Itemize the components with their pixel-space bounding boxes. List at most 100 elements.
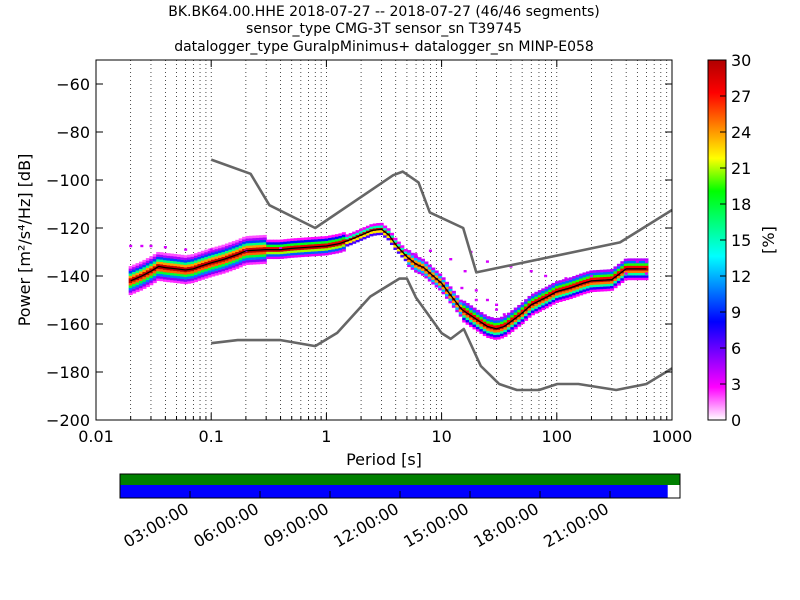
psd-density-cell [245, 245, 250, 249]
psd-density-cell [465, 310, 470, 313]
psd-density-cell [510, 322, 515, 325]
psd-density-cell [169, 260, 174, 264]
psd-density-cell [334, 238, 340, 242]
psd-density-cell [458, 311, 463, 315]
psd-density-cell [603, 288, 608, 292]
psd-density-cell [197, 259, 202, 262]
psd-density-cell [568, 277, 573, 280]
psd-density-cell [599, 281, 604, 285]
psd-density-cell [242, 246, 247, 250]
psd-density-cell [183, 279, 188, 282]
psd-density-cell [290, 238, 295, 242]
psd-density-cell [606, 283, 611, 287]
figure-title: BK.BK64.00.HHE 2018-07-27 -- 2018-07-27 … [168, 4, 600, 55]
colorbar-tick-label: 15 [731, 231, 751, 250]
psd-density-cell [438, 283, 443, 286]
psd-density-cell [627, 277, 632, 281]
colorbar-ticks: 0 3 6 9 12 15 18 21 24 27 30 [720, 51, 751, 430]
psd-density-cell [255, 237, 260, 241]
psd-density-cell [582, 279, 587, 283]
psd-density-cell [585, 271, 591, 275]
psd-density-cell [634, 275, 639, 278]
psd-density-cell [307, 253, 312, 257]
psd-outlier-cell [485, 298, 489, 302]
psd-density-cell [579, 278, 584, 281]
psd-density-cell [379, 232, 384, 236]
psd-density-cell [252, 245, 257, 248]
psd-density-cell [369, 224, 374, 227]
psd-density-cell [132, 269, 137, 272]
psd-density-cell [321, 248, 326, 251]
psd-density-cell [579, 290, 584, 293]
psd-density-cell [383, 232, 388, 236]
psd-density-cell [238, 243, 243, 246]
psd-density-cell [383, 225, 388, 229]
psd-density-cell [489, 324, 494, 327]
psd-density-cell [218, 255, 223, 258]
x-tick-label: 10 [431, 427, 451, 446]
psd-density-cell [176, 273, 181, 277]
psd-density-cell [193, 262, 199, 266]
psd-density-cell [149, 282, 154, 286]
psd-density-cell [238, 259, 243, 263]
psd-density-cell [224, 269, 229, 273]
psd-density-cell [589, 277, 594, 281]
psd-density-cell [207, 272, 212, 276]
psd-density-cell [558, 292, 563, 295]
psd-density-cell [616, 270, 621, 274]
psd-density-cell [500, 319, 505, 322]
psd-density-cell [273, 249, 278, 252]
psd-density-cell [228, 261, 233, 265]
psd-density-cell [193, 257, 199, 261]
colorbar-tick-label: 0 [731, 411, 741, 430]
psd-density-cell [231, 262, 236, 266]
psd-density-cell [568, 294, 573, 297]
psd-density-cell [190, 273, 195, 276]
psd-density-cell [224, 267, 229, 271]
psd-density-cell [341, 246, 346, 250]
psd-density-cell [582, 291, 587, 295]
psd-density-cell [592, 282, 597, 285]
psd-density-cell [252, 252, 257, 255]
psd-density-cell [482, 321, 487, 325]
psd-density-cell [307, 237, 312, 240]
psd-density-cell [345, 234, 350, 237]
psd-density-cell [620, 268, 625, 272]
psd-density-cell [211, 249, 216, 253]
psd-density-cell [582, 277, 587, 280]
psd-density-cell [427, 276, 432, 280]
psd-density-cell [324, 250, 329, 254]
title-line-3: datalogger_type GuralpMinimus+ datalogge… [174, 39, 594, 55]
psd-density-cell [355, 237, 360, 240]
psd-density-cell [242, 236, 247, 240]
psd-density-cell [180, 262, 185, 265]
psd-density-cell [259, 247, 264, 250]
psd-density-cell [520, 321, 525, 325]
psd-density-cell [500, 333, 505, 337]
psd-density-cell [283, 255, 288, 259]
psd-density-cell [568, 296, 573, 300]
psd-density-cell [321, 241, 326, 244]
psd-density-cell [338, 235, 343, 239]
psd-density-cell [156, 251, 161, 255]
psd-density-cell [200, 260, 205, 263]
psd-density-cell [537, 294, 542, 298]
psd-density-cell [304, 237, 309, 241]
psd-density-cell [218, 272, 223, 275]
x-tick-label: 0.1 [198, 427, 223, 446]
psd-density-cell [290, 245, 295, 249]
psd-density-cell [451, 290, 456, 294]
psd-density-cell [304, 242, 309, 245]
psd-density-cell [434, 282, 439, 286]
psd-density-cell [276, 246, 281, 250]
psd-density-cell [200, 272, 205, 275]
psd-density-cell [420, 258, 425, 262]
psd-density-cell [616, 278, 621, 281]
psd-density-cell [163, 269, 168, 273]
psd-density-cell [152, 266, 157, 269]
psd-density-cell [204, 254, 209, 258]
psd-density-cell [310, 251, 315, 254]
coverage-time-ticks: 03:00:0006:00:0009:00:0012:00:0015:00:00… [120, 491, 612, 551]
psd-density-cell [558, 282, 563, 286]
